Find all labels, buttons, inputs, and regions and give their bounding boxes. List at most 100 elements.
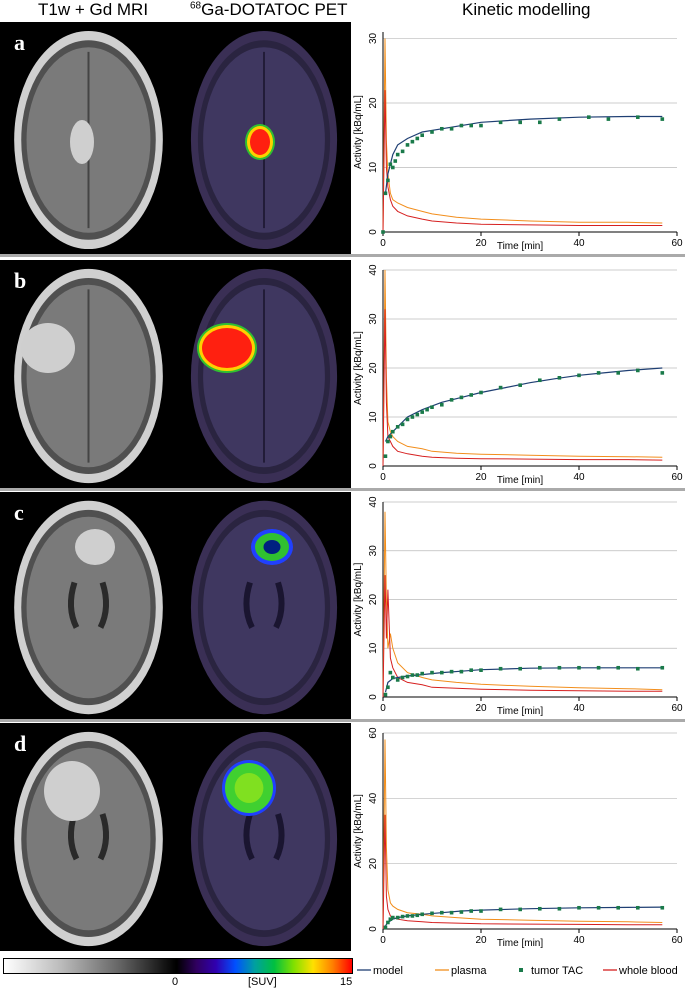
pet-image-a <box>177 22 351 254</box>
tumor-tac-point <box>383 925 388 930</box>
legend-label-blood: whole blood <box>618 965 678 977</box>
tumor-tac-point <box>415 913 420 918</box>
y-axis-label: Activity [kBq/mL] <box>353 95 364 169</box>
tumor-tac-point <box>449 669 454 674</box>
whole-blood-line <box>382 309 663 467</box>
legend-label-tumor: tumor TAC <box>531 965 583 977</box>
tumor-tac-point <box>479 390 483 395</box>
tumor-tac-point <box>636 368 640 373</box>
tumor-tac-point <box>430 911 434 916</box>
kinetic-chart-b: 0 10 20 30 40 0 20 40 60 Time [min] Activity [kBq/… <box>351 260 685 488</box>
grayscale-colorbar <box>3 958 177 974</box>
chart-legend: model plasma tumor TAC whole blood <box>357 965 678 977</box>
kinetic-chart-a: 0 10 20 30 0 20 40 60 Time [min] Activity [kBq/mL… <box>351 22 685 254</box>
tumor-tac-point <box>538 665 542 670</box>
tumor-tac-point <box>459 123 464 128</box>
tumor-tac-point <box>449 126 454 131</box>
tumor-tac-point <box>538 378 542 383</box>
tumor-tac-point <box>577 665 581 670</box>
tumor-tac-point <box>557 665 562 670</box>
tumor-tac-point <box>440 910 444 915</box>
tumor-tac-point <box>498 666 503 671</box>
panel-label: d <box>14 731 27 756</box>
header-kinetic: Kinetic modelling <box>462 0 591 19</box>
tumor-tac-point <box>587 115 591 119</box>
tumor-tac-point <box>415 136 420 141</box>
tumor-tac-point <box>383 454 388 458</box>
x-tick-label: 60 <box>671 935 683 946</box>
tumor-tac-point <box>469 393 473 397</box>
x-axis-label: Time [min] <box>497 938 544 949</box>
tumor-tac-point <box>479 123 483 128</box>
tumor-tac-point <box>420 671 424 676</box>
tumor-tac-point <box>557 906 562 911</box>
tumor-tac-point <box>420 410 424 414</box>
x-tick-label: 20 <box>475 935 487 946</box>
tumor-tac-point <box>498 907 503 912</box>
y-axis-label: Activity [kBq/mL] <box>353 794 364 868</box>
tumor-tac-point <box>660 117 665 121</box>
x-tick-label: 60 <box>671 238 683 249</box>
tumor-tac-point <box>400 422 405 427</box>
ventricles <box>243 813 285 861</box>
tumor-tac-point <box>410 914 415 918</box>
tumor-tac-point <box>386 920 390 925</box>
tumor-tac-point <box>660 665 665 670</box>
y-tick-label: 0 <box>368 463 379 469</box>
legend-label-plasma: plasma <box>451 965 487 977</box>
x-axis-label: Time [min] <box>497 241 544 252</box>
tumor-tac-point <box>518 120 522 125</box>
mri-image-d: d <box>0 723 177 951</box>
tumor-tac-point <box>479 668 483 672</box>
lesion-uptake <box>202 328 252 368</box>
lesion-core <box>263 540 281 554</box>
x-tick-label: 20 <box>475 703 487 714</box>
y-tick-label: 40 <box>368 792 379 804</box>
mri-image-b: b <box>0 260 177 488</box>
brain-tissue <box>203 516 325 699</box>
tumor-tac-point <box>395 678 400 682</box>
y-tick-label: 20 <box>368 362 379 374</box>
y-tick-label: 0 <box>368 229 379 235</box>
tumor-tac-point <box>498 385 503 390</box>
tumor-tac-point <box>405 914 410 918</box>
y-tick-label: 30 <box>368 32 379 44</box>
whole-blood-line <box>382 575 663 698</box>
tumor-tac-point <box>577 373 581 378</box>
tumor-tac-point <box>383 692 388 697</box>
tumor-tac-point <box>395 425 400 429</box>
tumor-tac-point <box>400 149 405 154</box>
plasma-line <box>382 511 663 698</box>
x-tick-label: 20 <box>475 238 487 249</box>
lesion-enhancement <box>44 761 100 821</box>
tumor-tac-point <box>410 673 415 677</box>
row-separator <box>0 488 685 491</box>
y-tick-label: 30 <box>368 545 379 557</box>
tumor-tac-point <box>660 905 665 910</box>
mri-brain <box>14 731 163 947</box>
lesion-enhancement <box>21 323 75 373</box>
tumor-tac-point <box>577 905 581 910</box>
panel-label: b <box>14 268 27 293</box>
lesion-uptake <box>250 129 270 155</box>
plasma-line <box>382 269 663 467</box>
y-tick-label: 10 <box>368 642 379 654</box>
tumor-tac-point <box>388 162 393 167</box>
tumor-tac-point <box>388 434 393 439</box>
tumor-tac-point <box>386 439 390 444</box>
y-tick-label: 10 <box>368 161 379 173</box>
x-tick-label: 20 <box>475 472 487 483</box>
model-line <box>384 367 663 442</box>
tumor-tac-point <box>415 673 420 677</box>
tumor-tac-point <box>425 407 429 412</box>
tumor-tac-point <box>459 910 464 914</box>
ventricles <box>68 581 109 629</box>
tumor-tac-point <box>557 117 562 121</box>
tumor-tac-point <box>440 670 444 675</box>
tumor-tac-point <box>410 139 415 144</box>
tumor-tac-point <box>459 395 464 400</box>
tumor-tac-point <box>660 371 665 375</box>
kinetic-chart-c: 0 10 20 30 40 0 20 40 60 Time [min] Activity [kBq/… <box>351 492 685 719</box>
tumor-tac-point <box>391 429 395 434</box>
y-tick-label: 0 <box>368 926 379 932</box>
